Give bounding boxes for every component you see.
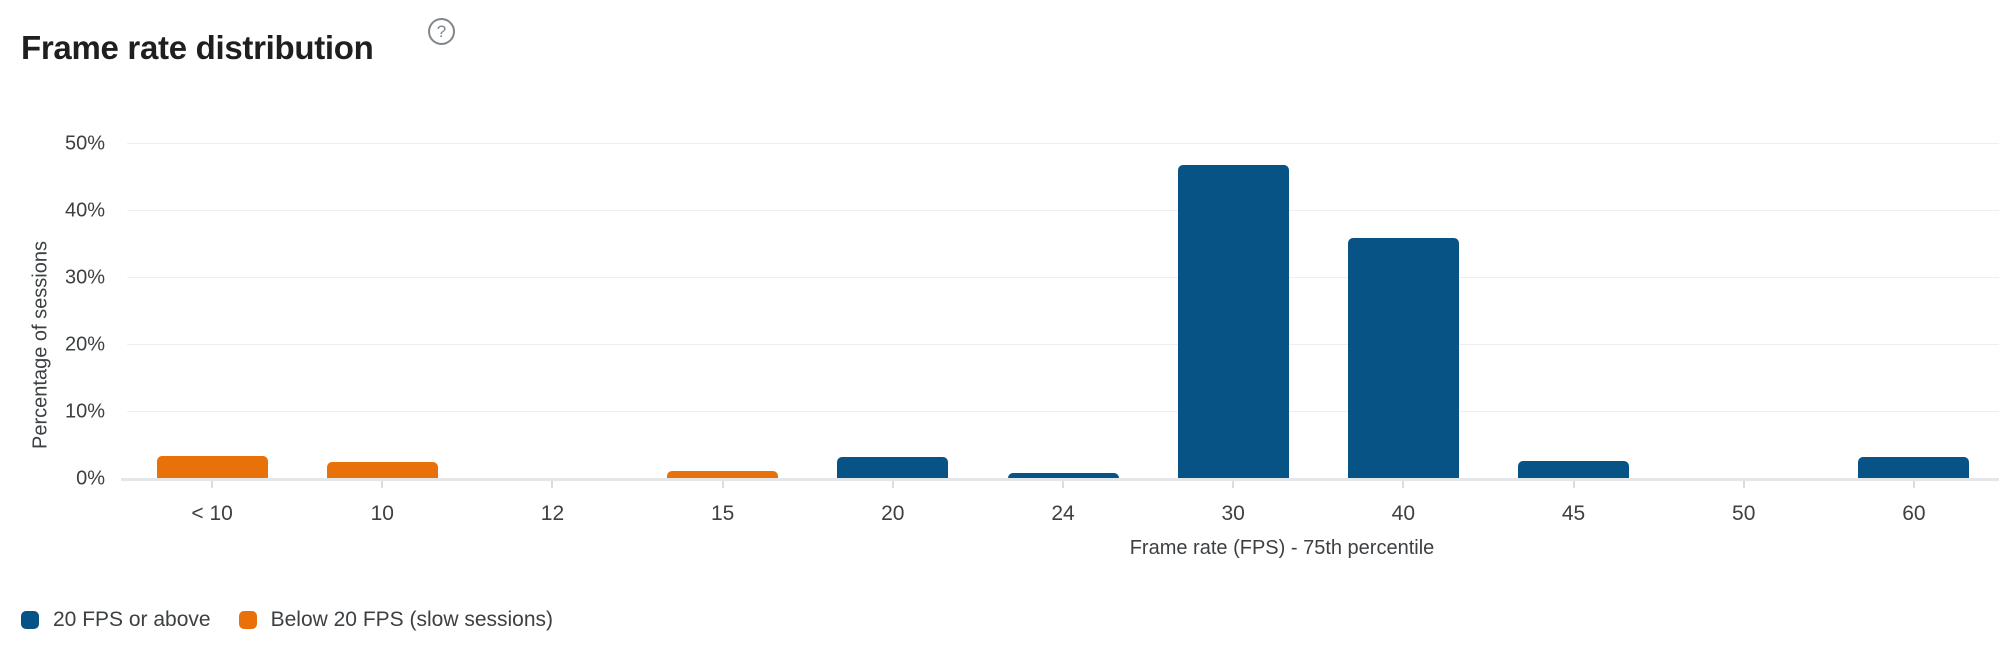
- y-tick-label: 40%: [64, 199, 105, 222]
- bar-24[interactable]: [1007, 473, 1119, 478]
- axis-tick: [1572, 481, 1575, 488]
- axis-tick: [551, 481, 554, 488]
- bar-<10[interactable]: [156, 455, 268, 478]
- y-tick-label: 10%: [64, 400, 105, 423]
- legend-item[interactable]: 20 FPS or above: [21, 608, 211, 632]
- gridline: [127, 344, 1999, 345]
- legend-swatch: [21, 611, 39, 629]
- y-tick-label: 30%: [64, 266, 105, 289]
- legend-item[interactable]: Below 20 FPS (slow sessions): [238, 608, 554, 632]
- gridline: [127, 411, 1999, 412]
- y-tick-label: 20%: [64, 333, 105, 356]
- x-tick-label: 20: [881, 502, 905, 525]
- bar-30[interactable]: [1177, 165, 1289, 478]
- x-tick-label: 40: [1391, 502, 1416, 525]
- x-tick-label: 10: [370, 502, 394, 525]
- x-tick-label: 30: [1221, 502, 1245, 525]
- bar-45[interactable]: [1518, 460, 1630, 478]
- x-axis-line: [121, 478, 1999, 481]
- x-tick-label: < 10: [191, 502, 233, 525]
- x-tick-label: 24: [1051, 502, 1075, 525]
- y-axis-title: Percentage of sessions: [29, 241, 52, 449]
- legend: 20 FPS or above Below 20 FPS (slow sessio…: [21, 608, 553, 632]
- bar-20[interactable]: [837, 456, 949, 478]
- axis-tick: [1402, 481, 1405, 488]
- x-tick-label: 12: [540, 502, 565, 525]
- axis-tick: [381, 481, 384, 488]
- x-tick-label: 15: [710, 502, 735, 525]
- x-axis-title: Frame rate (FPS) - 75th percentile: [1129, 537, 1435, 559]
- axis-tick: [891, 481, 894, 488]
- x-tick-label: 45: [1561, 502, 1586, 525]
- page-title: Frame rate distribution: [21, 29, 374, 67]
- bar-60[interactable]: [1858, 456, 1970, 478]
- gridline: [127, 143, 1999, 144]
- axis-tick: [721, 481, 724, 488]
- legend-swatch: [238, 611, 257, 629]
- axis-tick: [1742, 481, 1745, 488]
- bar-10[interactable]: [326, 461, 438, 478]
- axis-tick: [1062, 481, 1064, 488]
- y-tick-label: 0%: [76, 467, 105, 490]
- y-tick-label: 50%: [64, 132, 105, 155]
- help-icon[interactable]: ?: [428, 18, 455, 45]
- bar-15[interactable]: [667, 471, 779, 478]
- gridline: [127, 277, 1999, 278]
- x-tick-label: 50: [1732, 502, 1756, 525]
- gridline: [127, 210, 1999, 211]
- axis-tick: [211, 481, 214, 488]
- axis-tick: [1912, 481, 1915, 488]
- legend-label: 20 FPS or above: [53, 608, 211, 631]
- bar-40[interactable]: [1347, 238, 1459, 478]
- legend-label: Below 20 FPS (slow sessions): [270, 608, 554, 631]
- x-tick-label: 60: [1902, 502, 1926, 525]
- axis-tick: [1232, 481, 1235, 488]
